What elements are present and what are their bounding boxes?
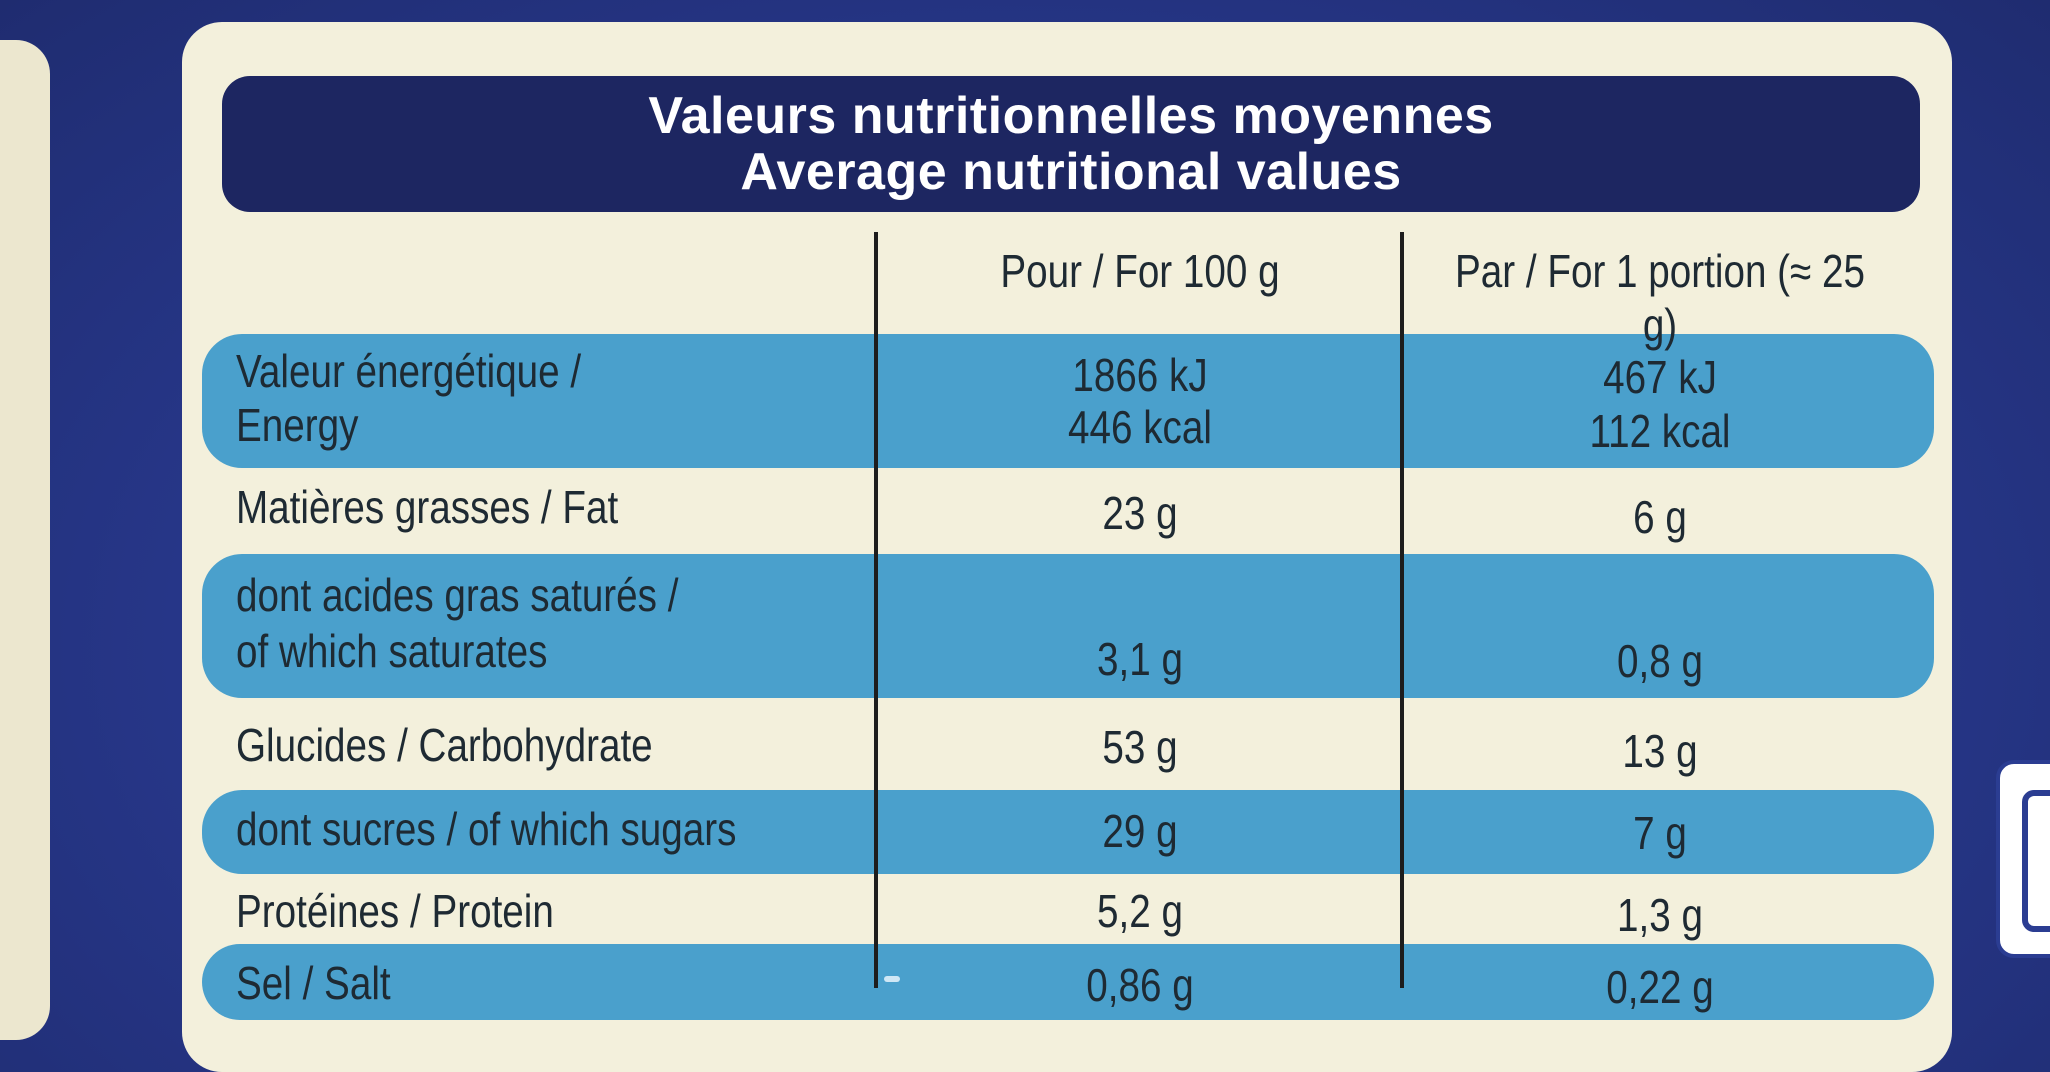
row-label-saturates-en: of which saturates xyxy=(236,625,548,677)
title-bar: Valeurs nutritionnelles moyennes Average… xyxy=(222,76,1920,212)
row-label-energy-en: Energy xyxy=(236,399,359,451)
saturates-per-100g: 3,1 g xyxy=(1097,633,1183,685)
protein-per-portion: 1,3 g xyxy=(1617,889,1703,941)
row-band-saturates xyxy=(202,554,1934,698)
carbohydrate-per-100g: 53 g xyxy=(1102,721,1178,773)
row-label-energy-fr: Valeur énergétique / xyxy=(236,345,582,397)
energy-kcal-per-portion: 112 kcal xyxy=(1589,405,1731,457)
row-band-sugars xyxy=(202,790,1934,874)
column-header-per-portion: Par / For 1 portion (≈ 25 g) xyxy=(1455,245,1865,351)
energy-kj-per-100g: 1866 kJ xyxy=(1072,349,1208,401)
row-label-salt: Sel / Salt xyxy=(236,957,391,1009)
column-divider-2 xyxy=(1400,232,1404,988)
column-divider-1 xyxy=(874,232,878,988)
row-label-sugars: dont sucres / of which sugars xyxy=(236,803,737,855)
adjacent-panel xyxy=(0,40,50,1040)
fat-per-100g: 23 g xyxy=(1102,487,1178,539)
row-label-fat: Matières grasses / Fat xyxy=(236,481,619,533)
sugars-per-portion: 7 g xyxy=(1633,807,1687,859)
column-header-per-100g: Pour / For 100 g xyxy=(1000,245,1280,297)
print-speck xyxy=(884,976,900,982)
saturates-per-portion: 0,8 g xyxy=(1617,635,1703,687)
energy-kj-per-portion: 467 kJ xyxy=(1603,351,1717,403)
salt-per-portion: 0,22 g xyxy=(1606,961,1714,1013)
protein-per-100g: 5,2 g xyxy=(1097,885,1183,937)
title-english: Average nutritional values xyxy=(740,143,1402,201)
row-band-salt xyxy=(202,944,1934,1020)
sugars-per-100g: 29 g xyxy=(1102,805,1178,857)
row-label-carbohydrate: Glucides / Carbohydrate xyxy=(236,719,653,771)
row-label-protein: Protéines / Protein xyxy=(236,885,554,937)
fat-per-portion: 6 g xyxy=(1633,491,1687,543)
energy-kcal-per-100g: 446 kcal xyxy=(1068,401,1212,453)
row-label-saturates-fr: dont acides gras saturés / xyxy=(236,569,679,621)
carbohydrate-per-portion: 13 g xyxy=(1622,725,1698,777)
sticker-inner-shape xyxy=(2022,790,2050,932)
salt-per-100g: 0,86 g xyxy=(1086,959,1194,1011)
title-french: Valeurs nutritionnelles moyennes xyxy=(648,87,1494,145)
row-band-energy xyxy=(202,334,1934,468)
